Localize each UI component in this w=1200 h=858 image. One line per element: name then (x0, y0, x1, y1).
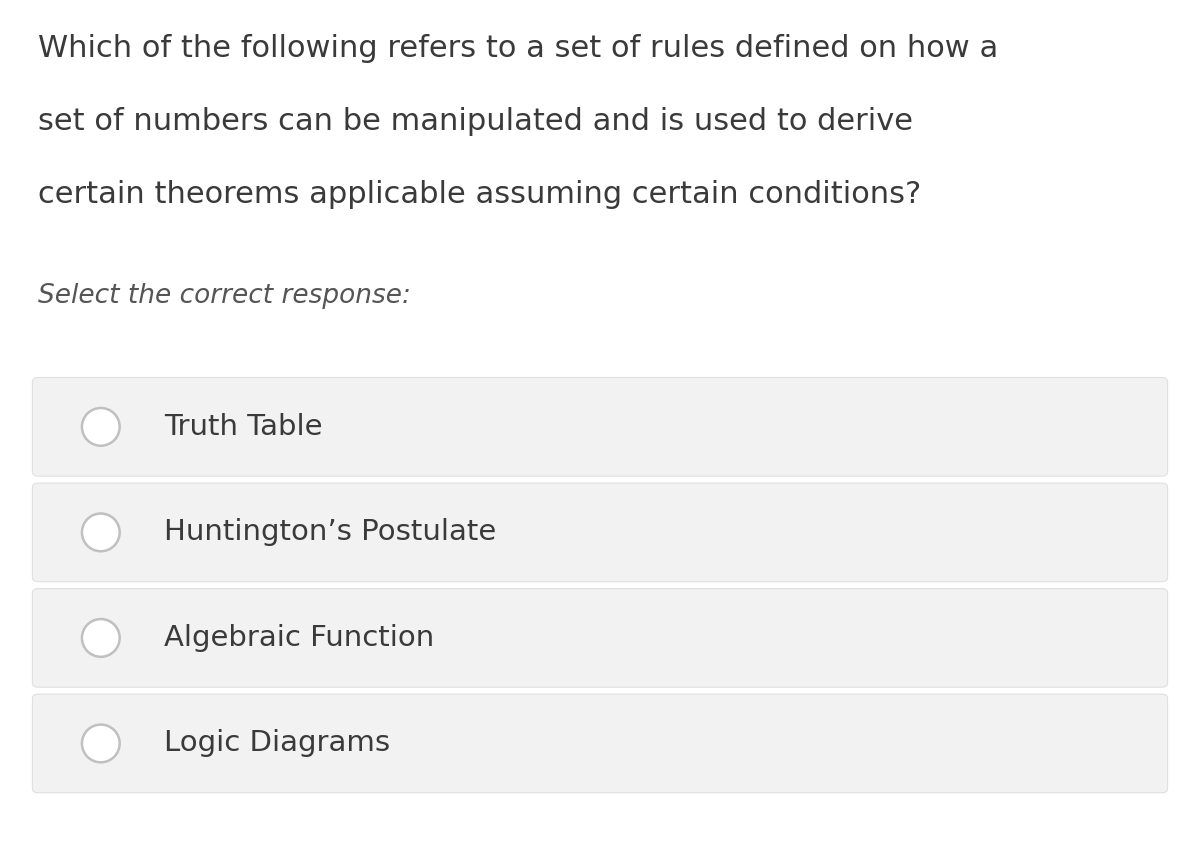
Text: Logic Diagrams: Logic Diagrams (164, 729, 390, 758)
Text: Huntington’s Postulate: Huntington’s Postulate (164, 518, 497, 547)
Text: Select the correct response:: Select the correct response: (38, 283, 412, 309)
FancyBboxPatch shape (32, 378, 1168, 476)
Text: Which of the following refers to a set of rules defined on how a: Which of the following refers to a set o… (38, 34, 998, 63)
Text: set of numbers can be manipulated and is used to derive: set of numbers can be manipulated and is… (38, 107, 913, 136)
Ellipse shape (82, 513, 120, 551)
Ellipse shape (82, 408, 120, 445)
Ellipse shape (82, 619, 120, 657)
Text: Truth Table: Truth Table (164, 413, 323, 441)
Ellipse shape (82, 724, 120, 762)
FancyBboxPatch shape (32, 483, 1168, 582)
FancyBboxPatch shape (32, 694, 1168, 793)
Text: Algebraic Function: Algebraic Function (164, 624, 434, 652)
Text: certain theorems applicable assuming certain conditions?: certain theorems applicable assuming cer… (38, 180, 922, 209)
FancyBboxPatch shape (32, 589, 1168, 687)
